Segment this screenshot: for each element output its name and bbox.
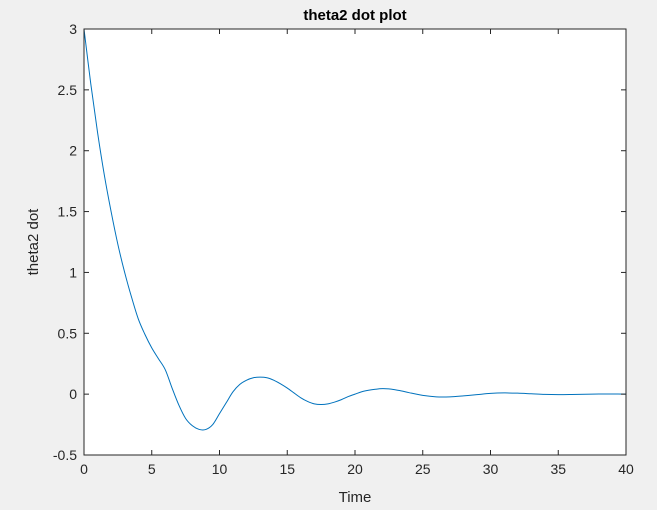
y-tick-label: 0.5 <box>58 325 78 341</box>
y-tick-label: 2 <box>69 143 77 159</box>
x-tick-label: 30 <box>483 461 499 477</box>
x-tick-label: 10 <box>212 461 228 477</box>
x-tick-label: 15 <box>279 461 295 477</box>
x-tick-label: 5 <box>148 461 156 477</box>
x-tick-label: 20 <box>347 461 363 477</box>
y-axis-label: theta2 dot <box>25 208 42 276</box>
chart-title: theta2 dot plot <box>303 7 406 24</box>
x-axis-label: Time <box>339 489 372 506</box>
x-tick-label: 25 <box>415 461 431 477</box>
y-tick-label: 2.5 <box>58 82 78 98</box>
x-tick-label: 35 <box>550 461 566 477</box>
x-tick-label: 0 <box>80 461 88 477</box>
y-axis: -0.5 0 0.5 1 1.5 2 2.5 3 <box>53 21 626 463</box>
x-tick-label: 40 <box>618 461 634 477</box>
y-tick-label: 1.5 <box>58 204 78 220</box>
y-tick-label: -0.5 <box>53 447 77 463</box>
series-layer <box>83 28 627 431</box>
x-axis: 0 5 10 15 20 25 30 35 40 <box>80 29 634 477</box>
y-tick-label: 3 <box>69 21 77 37</box>
series-line-0 <box>83 28 627 431</box>
y-tick-label: 0 <box>69 386 77 402</box>
plot-area <box>84 29 626 455</box>
y-tick-label: 1 <box>69 264 77 280</box>
